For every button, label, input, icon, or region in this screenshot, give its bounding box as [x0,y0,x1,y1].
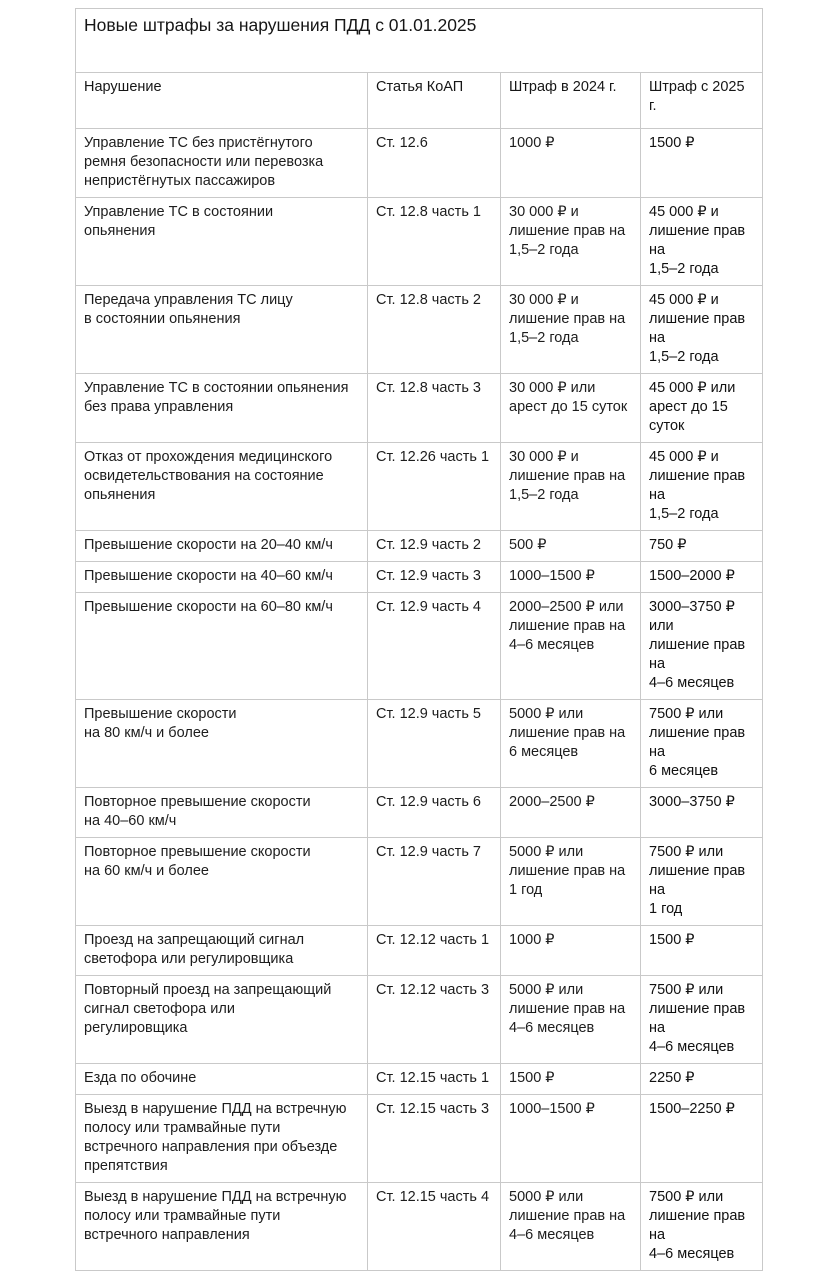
fine-2025-cell: 1500–2000 ₽ [639,561,764,593]
violation-cell: Отказ от прохождения медицинского освиде… [75,442,368,531]
article-cell: Ст. 12.9 часть 6 [367,787,501,838]
fine-2025-cell: 3000–3750 ₽ [639,787,764,838]
fine-2024-cell: 1000 ₽ [500,128,641,198]
violation-cell: Превышение скорости на 20–40 км/ч [75,530,368,562]
article-cell: Ст. 12.15 часть 1 [367,1063,501,1095]
article-cell: Ст. 12.9 часть 5 [367,699,501,788]
table-row: Езда по обочине Ст. 12.15 часть 1 1500 ₽22… [75,1063,764,1095]
violation-cell: Повторное превышение скорости на 60 км/ч… [75,837,368,926]
fine-2024-cell: 1000–1500 ₽ [500,561,641,593]
fine-2024-cell: 5000 ₽ или лишение прав на 4–6 месяцев [500,975,641,1064]
article-cell: Ст. 12.9 часть 2 [367,530,501,562]
violation-cell: Выезд в нарушение ПДД на встречную полос… [75,1182,368,1271]
violation-cell: Превышение скорости на 60–80 км/ч [75,592,368,700]
fine-2025-cell: 1500 ₽ [639,128,764,198]
violation-cell: Выезд в нарушение ПДД на встречную полос… [75,1094,368,1183]
column-header-article: Статья КоАП [367,72,501,129]
fine-2024-cell: 2000–2500 ₽ или лишение прав на 4–6 меся… [500,592,641,700]
table-row: Превышение скорости на 80 км/ч и более Ст… [75,699,764,788]
fine-2024-cell: 30 000 ₽ и лишение прав на 1,5–2 года [500,442,641,531]
table-row: Передача управления ТС лицу в состоянии … [75,285,764,374]
article-cell: Ст. 12.15 часть 3 [367,1094,501,1183]
article-cell: Ст. 12.9 часть 4 [367,592,501,700]
fine-2024-cell: 30 000 ₽ или арест до 15 суток [500,373,641,443]
fine-2025-cell: 7500 ₽ или лишение прав на 4–6 месяцев [639,975,764,1064]
fine-2024-cell: 30 000 ₽ и лишение прав на 1,5–2 года [500,285,641,374]
column-header-fine-2025: Штраф с 2025 г. [639,72,764,129]
violation-cell: Управление ТС в состоянии опьянения без … [75,373,368,443]
fine-2024-cell: 5000 ₽ или лишение прав на 1 год [500,837,641,926]
article-cell: Ст. 12.8 часть 2 [367,285,501,374]
table-body: Управление ТС без пристёгнутого ремня бе… [75,128,764,1271]
fine-2024-cell: 5000 ₽ или лишение прав на 6 месяцев [500,699,641,788]
fine-2025-cell: 45 000 ₽ и лишение прав на 1,5–2 года [639,197,764,286]
fine-2025-cell: 7500 ₽ или лишение прав на 6 месяцев [639,699,764,788]
fine-2024-cell: 5000 ₽ или лишение прав на 4–6 месяцев [500,1182,641,1271]
table-row: Повторное превышение скорости на 60 км/ч… [75,837,764,926]
violation-cell: Управление ТС в состоянии опьянения [75,197,368,286]
table-row: Превышение скорости на 60–80 км/ч Ст. 12.… [75,592,764,700]
violation-cell: Превышение скорости на 40–60 км/ч [75,561,368,593]
table-row: Превышение скорости на 20–40 км/ч Ст. 12.… [75,530,764,562]
page-title: Новые штрафы за нарушения ПДД с 01.01.20… [74,8,764,73]
fine-2025-cell: 1500–2250 ₽ [639,1094,764,1183]
fine-2025-cell: 3000–3750 ₽ или лишение прав на 4–6 меся… [639,592,764,700]
table-row: Управление ТС в состоянии опьянения без … [75,373,764,443]
fine-2025-cell: 45 000 ₽ или арест до 15 суток [639,373,764,443]
article-cell: Ст. 12.15 часть 4 [367,1182,501,1271]
table-row: Управление ТС в состоянии опьянения Ст. 1… [75,197,764,286]
fine-2024-cell: 1500 ₽ [500,1063,641,1095]
article-cell: Ст. 12.12 часть 3 [367,975,501,1064]
header-row: Нарушение Статья КоАП Штраф в 2024 г. Шт… [75,72,764,129]
fine-2025-cell: 1500 ₽ [639,925,764,976]
fine-2024-cell: 30 000 ₽ и лишение прав на 1,5–2 года [500,197,641,286]
fine-2025-cell: 750 ₽ [639,530,764,562]
violation-cell: Езда по обочине [75,1063,368,1095]
fine-2024-cell: 1000–1500 ₽ [500,1094,641,1183]
title-row: Новые штрафы за нарушения ПДД с 01.01.20… [74,8,764,73]
column-header-violation: Нарушение [75,72,368,129]
violation-cell: Повторное превышение скорости на 40–60 к… [75,787,368,838]
fine-2024-cell: 500 ₽ [500,530,641,562]
fine-2025-cell: 2250 ₽ [639,1063,764,1095]
fine-2024-cell: 2000–2500 ₽ [500,787,641,838]
column-header-fine-2024: Штраф в 2024 г. [500,72,641,129]
table-row: Повторный проезд на запрещающий сигнал с… [75,975,764,1064]
fine-2025-cell: 45 000 ₽ и лишение прав на 1,5–2 года [639,442,764,531]
article-cell: Ст. 12.8 часть 1 [367,197,501,286]
violation-cell: Передача управления ТС лицу в состоянии … [75,285,368,374]
article-cell: Ст. 12.26 часть 1 [367,442,501,531]
fine-2024-cell: 1000 ₽ [500,925,641,976]
fine-2025-cell: 7500 ₽ или лишение прав на 4–6 месяцев [639,1182,764,1271]
violation-cell: Повторный проезд на запрещающий сигнал с… [75,975,368,1064]
table-row: Отказ от прохождения медицинского освиде… [75,442,764,531]
fine-2025-cell: 7500 ₽ или лишение прав на 1 год [639,837,764,926]
fine-2025-cell: 45 000 ₽ и лишение прав на 1,5–2 года [639,285,764,374]
violation-cell: Превышение скорости на 80 км/ч и более [75,699,368,788]
article-cell: Ст. 12.12 часть 1 [367,925,501,976]
table-row: Выезд в нарушение ПДД на встречную полос… [75,1182,764,1271]
fines-table: Новые штрафы за нарушения ПДД с 01.01.20… [74,8,764,1271]
table-row: Превышение скорости на 40–60 км/ч Ст. 12.… [75,561,764,593]
table-row: Управление ТС без пристёгнутого ремня бе… [75,128,764,198]
article-cell: Ст. 12.6 [367,128,501,198]
violation-cell: Управление ТС без пристёгнутого ремня бе… [75,128,368,198]
article-cell: Ст. 12.9 часть 3 [367,561,501,593]
violation-cell: Проезд на запрещающий сигнал светофора и… [75,925,368,976]
article-cell: Ст. 12.8 часть 3 [367,373,501,443]
table-row: Проезд на запрещающий сигнал светофора и… [75,925,764,976]
table-row: Повторное превышение скорости на 40–60 к… [75,787,764,838]
table-row: Выезд в нарушение ПДД на встречную полос… [75,1094,764,1183]
article-cell: Ст. 12.9 часть 7 [367,837,501,926]
